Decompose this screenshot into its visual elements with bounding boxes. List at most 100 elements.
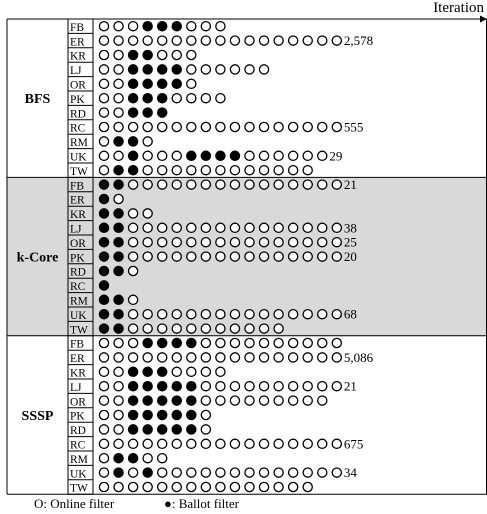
online-filter-mark: [273, 179, 284, 190]
ballot-filter-mark: [171, 409, 182, 421]
ballot-filter-mark: [127, 49, 139, 61]
online-filter-mark: [331, 467, 343, 478]
online-filter-mark: [98, 136, 110, 147]
group-label-k-core: k-Core: [17, 251, 59, 266]
online-filter-mark: [287, 236, 299, 248]
online-filter-mark: [186, 164, 197, 176]
ballot-filter-mark: [127, 136, 139, 147]
online-filter-mark: [215, 92, 226, 104]
online-filter-mark: [273, 438, 284, 450]
row-label: ER: [70, 353, 85, 365]
online-filter-mark: [229, 222, 241, 234]
ballot-filter-mark: [142, 49, 153, 61]
online-filter-mark: [156, 121, 168, 133]
online-filter-mark: [156, 251, 168, 262]
online-filter-mark: [98, 438, 110, 450]
row-label: LJ: [70, 382, 82, 394]
online-filter-mark: [316, 438, 328, 450]
online-filter-mark: [287, 352, 299, 363]
ballot-filter-mark: [142, 366, 153, 378]
ballot-filter-mark: [98, 236, 110, 248]
ballot-filter-mark: [113, 208, 124, 219]
row-label: PK: [70, 94, 85, 106]
online-filter-mark: [142, 35, 153, 46]
online-filter-mark: [156, 452, 168, 464]
online-filter-mark: [127, 438, 139, 450]
online-filter-mark: [302, 164, 313, 176]
ballot-filter-mark: [171, 395, 182, 406]
row-label: RC: [70, 123, 86, 135]
online-filter-mark: [215, 337, 226, 349]
ballot-filter-mark: [98, 208, 110, 219]
row-label: RC: [70, 440, 86, 452]
online-filter-mark: [98, 366, 110, 378]
online-filter-mark: [127, 481, 139, 493]
online-filter-mark: [258, 150, 270, 162]
online-filter-mark: [331, 308, 343, 320]
online-filter-mark: [156, 35, 168, 46]
iteration-count-label: 29: [329, 148, 342, 163]
iteration-count-label: 25: [344, 235, 357, 250]
online-filter-mark: [127, 222, 139, 234]
ballot-filter-mark: [98, 280, 110, 291]
ballot-filter-mark: [142, 20, 153, 32]
ballot-filter-mark: [186, 424, 197, 435]
online-filter-mark: [244, 164, 255, 176]
row-label: OR: [70, 396, 86, 408]
ballot-filter-mark: [113, 179, 124, 190]
row-label: RD: [70, 108, 86, 120]
ballot-filter-mark: [171, 64, 182, 75]
online-filter-mark: [127, 35, 139, 46]
online-filter-mark: [127, 352, 139, 363]
online-filter-mark: [258, 121, 270, 133]
online-filter-mark: [273, 308, 284, 320]
online-filter-mark: [127, 208, 139, 219]
online-filter-mark: [142, 452, 153, 464]
online-filter-mark: [316, 380, 328, 392]
online-filter-mark: [244, 337, 255, 349]
ballot-filter-mark: [156, 380, 168, 392]
online-filter-mark: [98, 467, 110, 478]
ballot-filter-mark: [186, 395, 197, 406]
online-filter-mark: [244, 236, 255, 248]
online-filter-mark: [229, 64, 241, 75]
online-filter-mark: [200, 337, 212, 349]
row-label: KR: [70, 368, 86, 380]
online-filter-mark: [142, 438, 153, 450]
row-label: TW: [70, 166, 88, 178]
online-filter-mark: [302, 179, 313, 190]
online-filter-mark: [98, 452, 110, 464]
online-filter-mark: [186, 20, 197, 32]
online-filter-mark: [287, 438, 299, 450]
online-filter-mark: [113, 395, 124, 406]
online-filter-mark: [142, 136, 153, 147]
online-filter-mark: [215, 121, 226, 133]
online-filter-mark: [171, 92, 182, 104]
online-filter-mark: [200, 179, 212, 190]
online-filter-mark: [273, 222, 284, 234]
ballot-filter-mark: [215, 150, 226, 162]
online-filter-mark: [200, 121, 212, 133]
online-filter-mark: [200, 352, 212, 363]
online-filter-mark: [316, 352, 328, 363]
online-filter-mark: [186, 92, 197, 104]
row-label: LJ: [70, 65, 82, 77]
ballot-filter-mark: [156, 64, 168, 75]
ballot-filter-mark: [186, 409, 197, 421]
online-filter-mark: [186, 64, 197, 75]
online-filter-mark: [156, 164, 168, 176]
online-filter-mark: [142, 323, 153, 334]
online-filter-mark: [273, 395, 284, 406]
online-filter-mark: [302, 121, 313, 133]
ballot-filter-mark: [142, 467, 153, 478]
online-filter-mark: [258, 481, 270, 493]
online-filter-mark: [142, 121, 153, 133]
online-filter-mark: [171, 467, 182, 478]
group-label-bfs: BFS: [25, 92, 51, 107]
online-filter-mark: [316, 251, 328, 262]
online-filter-mark: [98, 352, 110, 363]
online-filter-mark: [258, 251, 270, 262]
online-filter-mark: [156, 222, 168, 234]
row-label: TW: [70, 324, 88, 336]
